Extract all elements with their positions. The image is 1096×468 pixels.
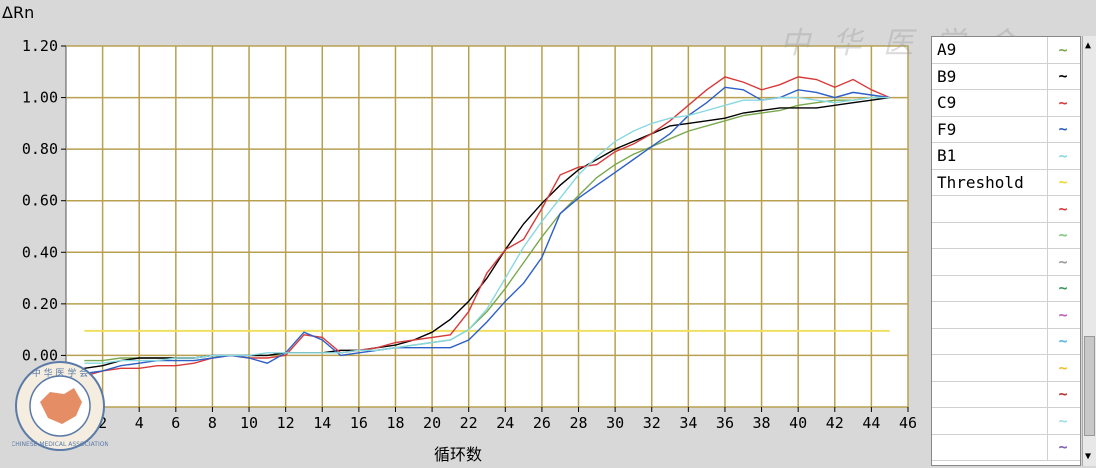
legend-row[interactable]: ~: [932, 249, 1080, 276]
legend-row[interactable]: ~: [932, 434, 1080, 461]
legend-swatch-icon: ~: [1058, 279, 1068, 298]
y-tick-label: 0.00: [22, 346, 58, 364]
legend-label: B1: [932, 143, 1048, 169]
x-tick-label: 38: [753, 414, 771, 432]
legend-label: [932, 355, 1048, 381]
scroll-down-icon[interactable]: ▼: [1085, 451, 1092, 462]
series-lines: [84, 76, 890, 377]
amplification-chart: 2 4 6 8 10 12 14 16 18 20 22 24 26 28 30 32 34 36 38 40 42 44…: [2, 3, 917, 464]
legend-swatch-icon: ~: [1058, 40, 1068, 59]
x-tick-label: 36: [716, 414, 734, 432]
legend-label: [932, 328, 1048, 354]
legend-swatch-icon: ~: [1058, 438, 1068, 457]
x-tick-label: 12: [277, 414, 295, 432]
legend-label: [932, 381, 1048, 407]
y-tick-label: 0.60: [22, 192, 58, 210]
x-tick-label: 4: [135, 414, 144, 432]
legend-row[interactable]: ~: [932, 302, 1080, 329]
association-seal: 中 华 医 学 会 CHINESE MEDICAL ASSOCIATION: [12, 361, 108, 451]
x-tick-label: 26: [533, 414, 551, 432]
x-tick-label: 20: [423, 414, 441, 432]
legend-swatch-icon: ~: [1058, 305, 1068, 324]
x-tick-label: 30: [606, 414, 624, 432]
legend-swatch-icon: ~: [1058, 226, 1068, 245]
x-tick-label: 34: [679, 414, 697, 432]
legend-swatch-icon: ~: [1058, 385, 1068, 404]
legend-row[interactable]: ~: [932, 408, 1080, 435]
legend-row[interactable]: ~: [932, 275, 1080, 302]
legend-swatch-icon: ~: [1058, 120, 1068, 139]
x-tick-label: 2: [98, 414, 107, 432]
legend-label: B9: [932, 63, 1048, 89]
legend-swatch-icon: ~: [1058, 146, 1068, 165]
legend-label: [932, 249, 1048, 275]
scroll-thumb[interactable]: [1084, 336, 1095, 436]
legend-row[interactable]: F9 ~: [932, 116, 1080, 143]
legend-row[interactable]: ~: [932, 328, 1080, 355]
legend-swatch-icon: ~: [1058, 411, 1068, 430]
x-tick-label: 8: [208, 414, 217, 432]
legend-swatch-icon: ~: [1058, 173, 1068, 192]
x-tick-label: 18: [386, 414, 404, 432]
legend-label: [932, 196, 1048, 222]
y-tick-label: 0.80: [22, 140, 58, 158]
series-line-b1: [84, 96, 890, 364]
legend-row[interactable]: ~: [932, 196, 1080, 223]
x-tick-label: 46: [899, 414, 917, 432]
x-tick-label: 28: [569, 414, 587, 432]
x-tick-label: 14: [313, 414, 331, 432]
legend-row[interactable]: ~: [932, 355, 1080, 382]
series-line-f9: [84, 86, 890, 375]
x-tick-label: 16: [350, 414, 368, 432]
legend-label: [932, 275, 1048, 301]
y-tick-label: 1.20: [22, 37, 58, 55]
y-tick-label: 0.40: [22, 243, 58, 261]
legend-label: C9: [932, 90, 1048, 116]
legend-swatch-icon: ~: [1058, 67, 1068, 86]
legend-list[interactable]: A9 ~ B9 ~ C9 ~ F9 ~ B1 ~ Threshold ~ ~ ~ ~ ~ ~ ~ ~ ~ ~ ~: [931, 36, 1081, 466]
svg-text:CHINESE MEDICAL ASSOCIATION: CHINESE MEDICAL ASSOCIATION: [12, 441, 108, 448]
legend-swatch-icon: ~: [1058, 358, 1068, 377]
legend-swatch-icon: ~: [1058, 332, 1068, 351]
y-tick-label: 0.20: [22, 295, 58, 313]
scroll-up-icon[interactable]: ▲: [1085, 40, 1092, 51]
svg-text:中 华 医 学 会: 中 华 医 学 会: [32, 367, 88, 379]
x-tick-label: 22: [460, 414, 478, 432]
legend-label: [932, 222, 1048, 248]
legend-label: [932, 302, 1048, 328]
x-tick-label: 40: [789, 414, 807, 432]
legend-label: Threshold: [932, 169, 1048, 195]
legend-row[interactable]: Threshold ~: [932, 169, 1080, 196]
legend-label: F9: [932, 116, 1048, 142]
y-axis-title: ΔRn: [2, 3, 34, 22]
legend-swatch-icon: ~: [1058, 93, 1068, 112]
legend-row[interactable]: C9 ~: [932, 90, 1080, 117]
legend-swatch-icon: ~: [1058, 252, 1068, 271]
x-tick-label: 6: [171, 414, 180, 432]
x-tick-label: 42: [826, 414, 844, 432]
x-tick-label: 24: [496, 414, 514, 432]
x-tick-label: 32: [643, 414, 661, 432]
grid-lines: [66, 45, 909, 408]
legend-row[interactable]: B9 ~: [932, 63, 1080, 90]
legend-scrollbar[interactable]: ▲ ▼: [1082, 36, 1096, 466]
tick-labels: 2 4 6 8 10 12 14 16 18 20 22 24 26 28 30 32 34 36 38 40 42 44…: [13, 37, 917, 432]
x-tick-label: 10: [240, 414, 258, 432]
x-tick-label: 44: [862, 414, 880, 432]
legend-label: A9: [932, 37, 1048, 63]
plot-area: [65, 45, 909, 408]
y-tick-label: 1.00: [22, 89, 58, 107]
legend-swatch-icon: ~: [1058, 199, 1068, 218]
legend-row[interactable]: ~: [932, 222, 1080, 249]
legend-label: [932, 434, 1048, 460]
legend-label: [932, 408, 1048, 434]
x-axis-title: 循环数: [434, 445, 482, 464]
legend-row[interactable]: B1 ~: [932, 143, 1080, 170]
legend-row[interactable]: ~: [932, 381, 1080, 408]
legend-row[interactable]: A9 ~: [932, 37, 1080, 64]
